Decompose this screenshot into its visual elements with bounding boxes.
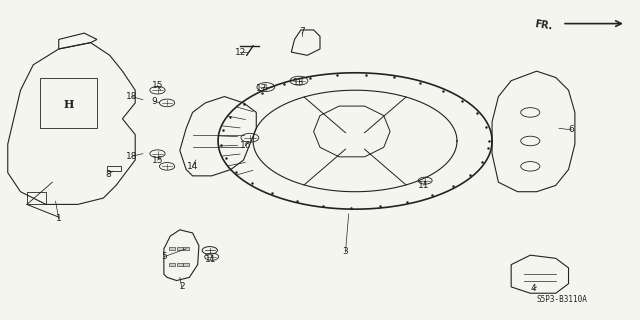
Text: 6: 6 xyxy=(569,125,575,134)
Text: 12: 12 xyxy=(235,48,246,57)
Text: 5: 5 xyxy=(161,252,167,261)
Text: 18: 18 xyxy=(126,92,138,101)
Text: 15: 15 xyxy=(152,156,163,164)
Text: 16: 16 xyxy=(240,141,251,150)
Text: 11: 11 xyxy=(418,181,429,190)
Bar xyxy=(183,263,189,266)
Text: 11: 11 xyxy=(205,255,216,264)
Text: FR.: FR. xyxy=(533,19,552,31)
Bar xyxy=(106,166,120,171)
Text: 14: 14 xyxy=(187,162,198,171)
Text: 7: 7 xyxy=(300,27,305,36)
Bar xyxy=(27,192,46,204)
Text: 17: 17 xyxy=(255,84,267,93)
Text: H: H xyxy=(63,99,74,110)
Bar xyxy=(177,247,183,251)
Text: 4: 4 xyxy=(531,284,536,293)
Text: 15: 15 xyxy=(152,81,163,90)
Text: 18: 18 xyxy=(126,152,138,161)
Text: 8: 8 xyxy=(106,170,111,179)
Text: 2: 2 xyxy=(179,282,184,292)
Text: 9: 9 xyxy=(152,97,157,106)
Text: 13: 13 xyxy=(293,78,305,87)
Text: S5P3-B3110A: S5P3-B3110A xyxy=(537,295,588,304)
Bar xyxy=(177,263,183,266)
Bar xyxy=(40,77,97,128)
Bar xyxy=(169,247,175,251)
Bar xyxy=(183,247,189,251)
Bar xyxy=(169,263,175,266)
Text: 1: 1 xyxy=(56,214,61,223)
Text: 3: 3 xyxy=(342,247,348,257)
